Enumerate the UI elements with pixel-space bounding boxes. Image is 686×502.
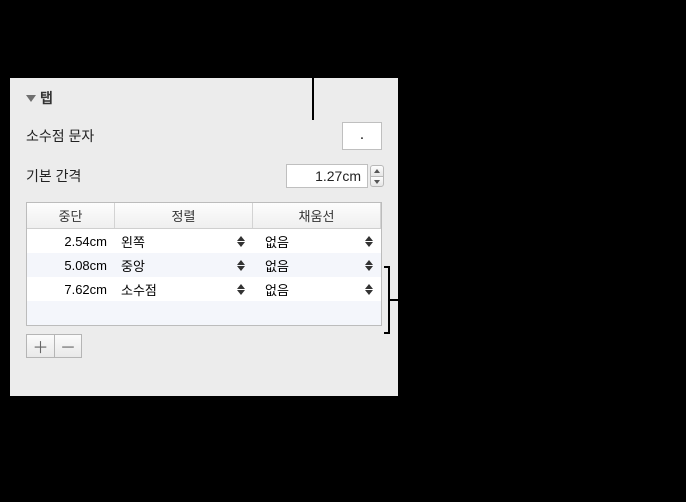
- chevron-up-icon: [365, 284, 373, 289]
- leader-value: 없음: [265, 256, 289, 275]
- callout-line: [80, 396, 82, 402]
- section-header[interactable]: 탭: [26, 88, 382, 108]
- cell-leader[interactable]: 없음: [253, 229, 381, 253]
- leader-stepper[interactable]: [365, 236, 373, 247]
- callout-line: [384, 266, 390, 268]
- add-remove-bar: ＋ －: [26, 334, 382, 358]
- table-row[interactable]: 7.62cm 소수점 없음: [27, 277, 381, 301]
- decimal-char-input[interactable]: .: [342, 122, 382, 150]
- align-value: 소수점: [121, 280, 157, 299]
- remove-tab-button[interactable]: －: [54, 334, 82, 358]
- tabs-panel: 탭 소수점 문자 . 기본 간격 1.27cm 중단 정렬 채움선 2.54cm…: [10, 78, 398, 396]
- add-tab-button[interactable]: ＋: [26, 334, 54, 358]
- decimal-char-label: 소수점 문자: [26, 126, 94, 146]
- cell-align[interactable]: 중앙: [115, 253, 253, 277]
- spacing-step-down[interactable]: [370, 176, 384, 187]
- callout-line: [28, 396, 30, 402]
- cell-align[interactable]: 소수점: [115, 277, 253, 301]
- align-stepper[interactable]: [237, 236, 245, 247]
- table-row-empty: [27, 301, 381, 325]
- align-stepper[interactable]: [237, 284, 245, 295]
- align-stepper[interactable]: [237, 260, 245, 271]
- default-spacing-control: 1.27cm: [286, 164, 384, 188]
- chevron-up-icon: [237, 236, 245, 241]
- tab-stops-table: 중단 정렬 채움선 2.54cm 왼쪽 없음 5.08cm: [26, 202, 382, 326]
- col-header-stop[interactable]: 중단: [27, 203, 115, 228]
- leader-stepper[interactable]: [365, 260, 373, 271]
- callout-line: [388, 299, 470, 301]
- chevron-up-icon: [374, 169, 380, 173]
- chevron-down-icon: [374, 180, 380, 184]
- callout-line: [400, 195, 470, 197]
- table-body: 2.54cm 왼쪽 없음 5.08cm 중앙 없음: [27, 229, 381, 325]
- chevron-down-icon: [365, 242, 373, 247]
- default-spacing-label: 기본 간격: [26, 166, 81, 186]
- disclosure-triangle-icon: [26, 95, 36, 102]
- cell-stop[interactable]: 5.08cm: [27, 253, 115, 277]
- chevron-up-icon: [237, 260, 245, 265]
- table-header: 중단 정렬 채움선: [27, 203, 381, 229]
- cell-leader[interactable]: 없음: [253, 277, 381, 301]
- cell-stop[interactable]: 7.62cm: [27, 277, 115, 301]
- spacing-step-up[interactable]: [370, 165, 384, 176]
- callout-line: [54, 400, 56, 450]
- leader-value: 없음: [265, 232, 289, 251]
- chevron-down-icon: [237, 242, 245, 247]
- decimal-char-row: 소수점 문자 .: [26, 122, 382, 150]
- leader-value: 없음: [265, 280, 289, 299]
- chevron-up-icon: [365, 236, 373, 241]
- default-spacing-input[interactable]: 1.27cm: [286, 164, 368, 188]
- chevron-up-icon: [365, 260, 373, 265]
- default-spacing-row: 기본 간격 1.27cm: [26, 164, 384, 188]
- callout-line: [312, 0, 314, 120]
- section-title: 탭: [40, 88, 53, 108]
- cell-leader[interactable]: 없음: [253, 253, 381, 277]
- chevron-down-icon: [237, 266, 245, 271]
- cell-align[interactable]: 왼쪽: [115, 229, 253, 253]
- chevron-down-icon: [237, 290, 245, 295]
- col-header-align[interactable]: 정렬: [115, 203, 253, 228]
- table-row[interactable]: 5.08cm 중앙 없음: [27, 253, 381, 277]
- align-value: 왼쪽: [121, 232, 145, 251]
- default-spacing-stepper: [370, 165, 384, 187]
- col-header-leader[interactable]: 채움선: [253, 203, 381, 228]
- table-row[interactable]: 2.54cm 왼쪽 없음: [27, 229, 381, 253]
- chevron-down-icon: [365, 290, 373, 295]
- leader-stepper[interactable]: [365, 284, 373, 295]
- callout-line: [384, 332, 390, 334]
- align-value: 중앙: [121, 256, 145, 275]
- chevron-up-icon: [237, 284, 245, 289]
- chevron-down-icon: [365, 266, 373, 271]
- cell-stop[interactable]: 2.54cm: [27, 229, 115, 253]
